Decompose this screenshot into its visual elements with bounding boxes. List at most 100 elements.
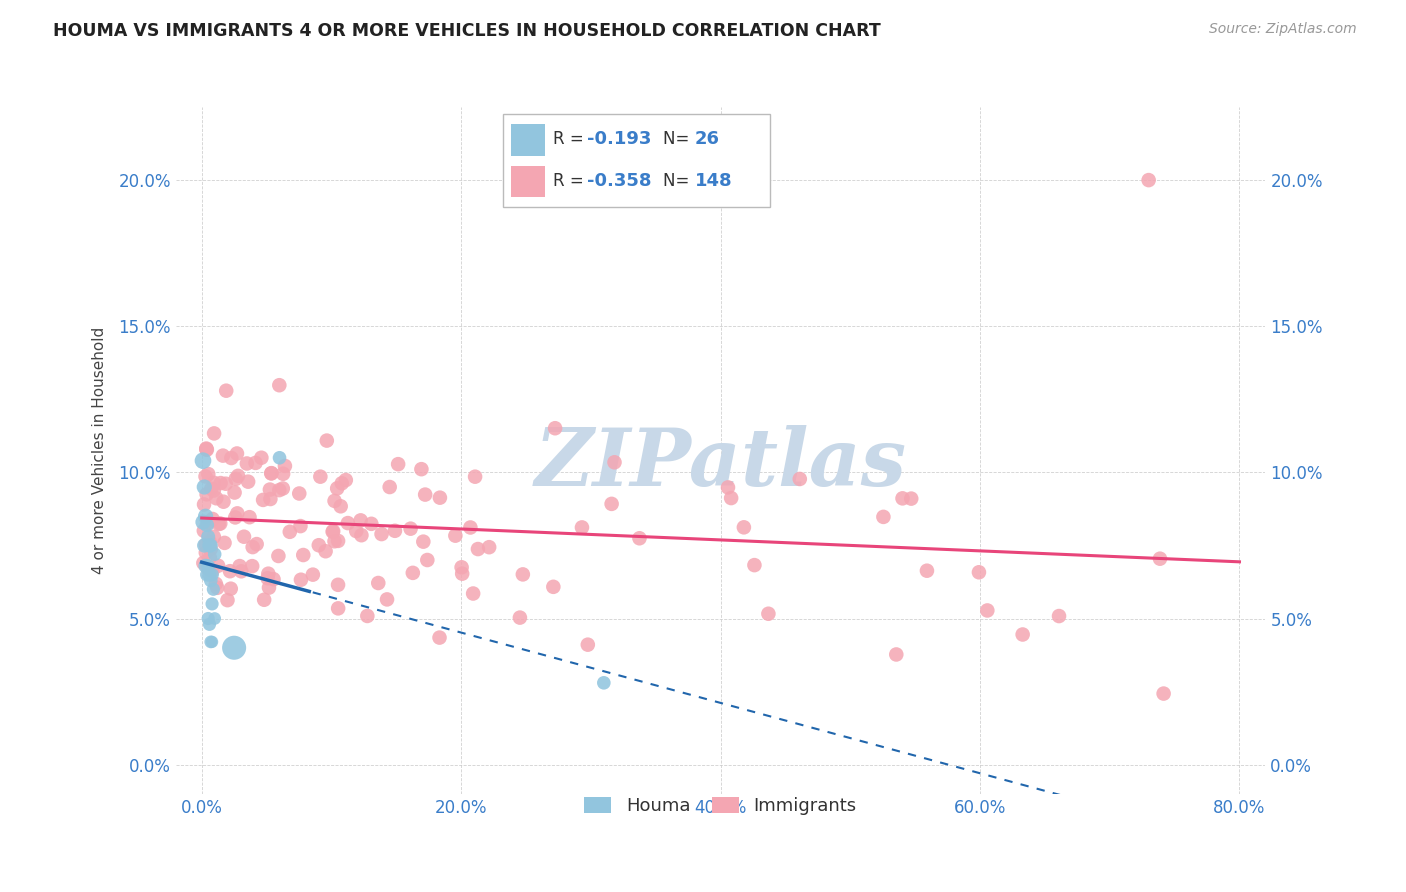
- Point: [326, 482, 349, 496]
- FancyBboxPatch shape: [503, 114, 769, 207]
- Point: [720, 491, 742, 505]
- Point: [201, 512, 224, 526]
- Point: [733, 520, 755, 534]
- Point: [193, 497, 215, 511]
- Point: [571, 520, 593, 534]
- Point: [214, 536, 236, 550]
- Point: [246, 537, 269, 551]
- Point: [209, 516, 232, 531]
- Point: [259, 491, 281, 506]
- Point: [356, 609, 378, 624]
- Text: 26: 26: [695, 130, 720, 148]
- Point: [204, 611, 226, 625]
- Point: [271, 467, 294, 481]
- Point: [1137, 173, 1160, 187]
- Point: [576, 638, 599, 652]
- Point: [202, 530, 225, 544]
- Point: [1047, 609, 1070, 624]
- Point: [872, 509, 894, 524]
- Point: [399, 522, 422, 536]
- Point: [224, 510, 246, 524]
- Text: N=: N=: [662, 130, 695, 148]
- Point: [322, 524, 344, 539]
- Point: [744, 558, 766, 573]
- Point: [201, 564, 224, 578]
- Point: [195, 487, 218, 501]
- Point: [219, 564, 242, 578]
- Text: -0.358: -0.358: [586, 172, 651, 190]
- Point: [328, 601, 350, 615]
- Point: [413, 487, 436, 501]
- Point: [335, 473, 357, 487]
- Point: [198, 617, 221, 632]
- Point: [463, 586, 485, 600]
- Point: [195, 442, 218, 456]
- Point: [402, 566, 425, 580]
- Point: [233, 530, 256, 544]
- Point: [228, 559, 250, 574]
- Point: [628, 531, 651, 545]
- Point: [245, 456, 267, 470]
- Point: [204, 547, 226, 561]
- Point: [193, 538, 215, 552]
- Point: [201, 567, 224, 582]
- Point: [217, 593, 239, 607]
- Point: [464, 469, 486, 483]
- Point: [600, 497, 623, 511]
- Point: [202, 483, 225, 498]
- Point: [197, 530, 219, 544]
- Point: [194, 469, 217, 483]
- Point: [309, 469, 332, 483]
- Point: [191, 515, 214, 529]
- Point: [226, 468, 249, 483]
- Point: [257, 581, 280, 595]
- Point: [200, 482, 222, 496]
- Text: 148: 148: [695, 172, 733, 190]
- Point: [884, 648, 907, 662]
- Point: [205, 577, 228, 591]
- Point: [269, 450, 291, 465]
- Point: [224, 640, 246, 655]
- Point: [330, 476, 353, 491]
- Point: [789, 472, 811, 486]
- Point: [336, 516, 359, 530]
- Point: [219, 582, 242, 596]
- Point: [208, 516, 231, 531]
- Point: [378, 480, 401, 494]
- Point: [197, 515, 219, 529]
- Point: [198, 535, 221, 549]
- Text: N=: N=: [662, 172, 695, 190]
- Point: [197, 558, 219, 573]
- Point: [315, 434, 337, 448]
- Point: [260, 466, 283, 480]
- Point: [326, 578, 349, 592]
- Point: [240, 559, 263, 574]
- Point: [512, 567, 534, 582]
- Point: [278, 524, 301, 539]
- Point: [242, 540, 264, 554]
- Point: [205, 491, 228, 506]
- Point: [195, 518, 218, 533]
- Point: [967, 566, 990, 580]
- Point: [200, 574, 222, 588]
- Point: [384, 524, 406, 538]
- Point: [467, 542, 489, 557]
- Point: [370, 527, 392, 541]
- Point: [215, 384, 238, 398]
- Point: [194, 546, 217, 560]
- Text: Source: ZipAtlas.com: Source: ZipAtlas.com: [1209, 22, 1357, 37]
- Point: [592, 675, 614, 690]
- Point: [478, 540, 501, 554]
- Point: [252, 492, 274, 507]
- Point: [263, 572, 285, 586]
- Bar: [510, 166, 546, 197]
- Point: [387, 457, 409, 471]
- Point: [207, 581, 229, 595]
- Point: [225, 472, 247, 486]
- Text: -0.193: -0.193: [586, 130, 651, 148]
- Point: [915, 564, 938, 578]
- Point: [253, 592, 276, 607]
- Point: [256, 571, 278, 585]
- Point: [460, 520, 482, 534]
- Point: [429, 631, 451, 645]
